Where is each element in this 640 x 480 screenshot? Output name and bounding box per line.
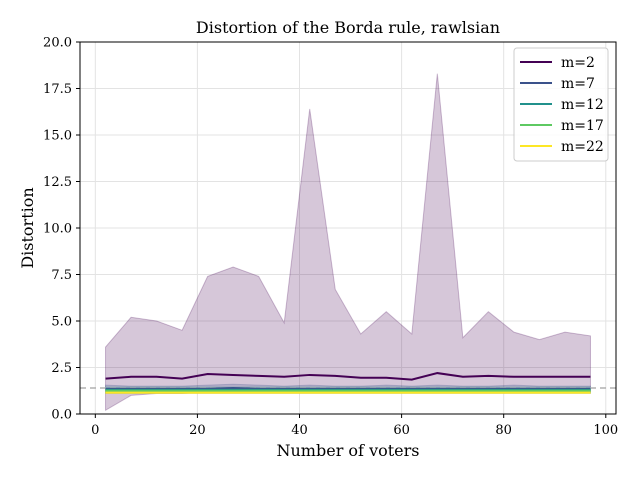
x-axis-ticks: 0 20 40 60 80 100 [91, 414, 618, 438]
legend-label: m=12 [561, 97, 604, 113]
y-axis-label: Distortion [18, 187, 37, 268]
x-tick-label: 40 [291, 423, 308, 438]
legend-label: m=2 [561, 55, 595, 71]
x-axis-label: Number of voters [277, 441, 420, 460]
legend-label: m=7 [561, 76, 595, 92]
y-tick-label: 15.0 [43, 129, 72, 144]
x-tick-label: 0 [91, 423, 99, 438]
x-tick-label: 20 [189, 423, 206, 438]
y-axis-ticks: 0.0 2.5 5.0 7.5 10.0 12.5 15.0 17.5 20.0 [43, 36, 80, 423]
legend-label: m=17 [561, 118, 604, 134]
y-tick-label: 10.0 [43, 222, 72, 237]
y-tick-label: 0.0 [51, 408, 72, 423]
legend: m=2 m=7 m=12 m=17 m=22 [513, 47, 609, 162]
y-tick-label: 2.5 [51, 361, 72, 376]
series-lines [105, 372, 591, 394]
series-line-m=2 [105, 372, 591, 381]
x-tick-label: 60 [393, 423, 410, 438]
x-tick-label: 80 [495, 423, 512, 438]
y-tick-label: 5.0 [51, 315, 72, 330]
y-tick-label: 17.5 [43, 82, 72, 97]
legend-box [513, 47, 609, 162]
y-tick-label: 20.0 [43, 36, 72, 51]
legend-label: m=22 [561, 139, 604, 155]
y-tick-label: 7.5 [51, 268, 72, 283]
y-tick-label: 12.5 [43, 175, 72, 190]
x-tick-label: 100 [593, 423, 618, 438]
chart-title: Distortion of the Borda rule, rawlsian [196, 18, 500, 37]
series-line-m=7 [105, 386, 591, 390]
